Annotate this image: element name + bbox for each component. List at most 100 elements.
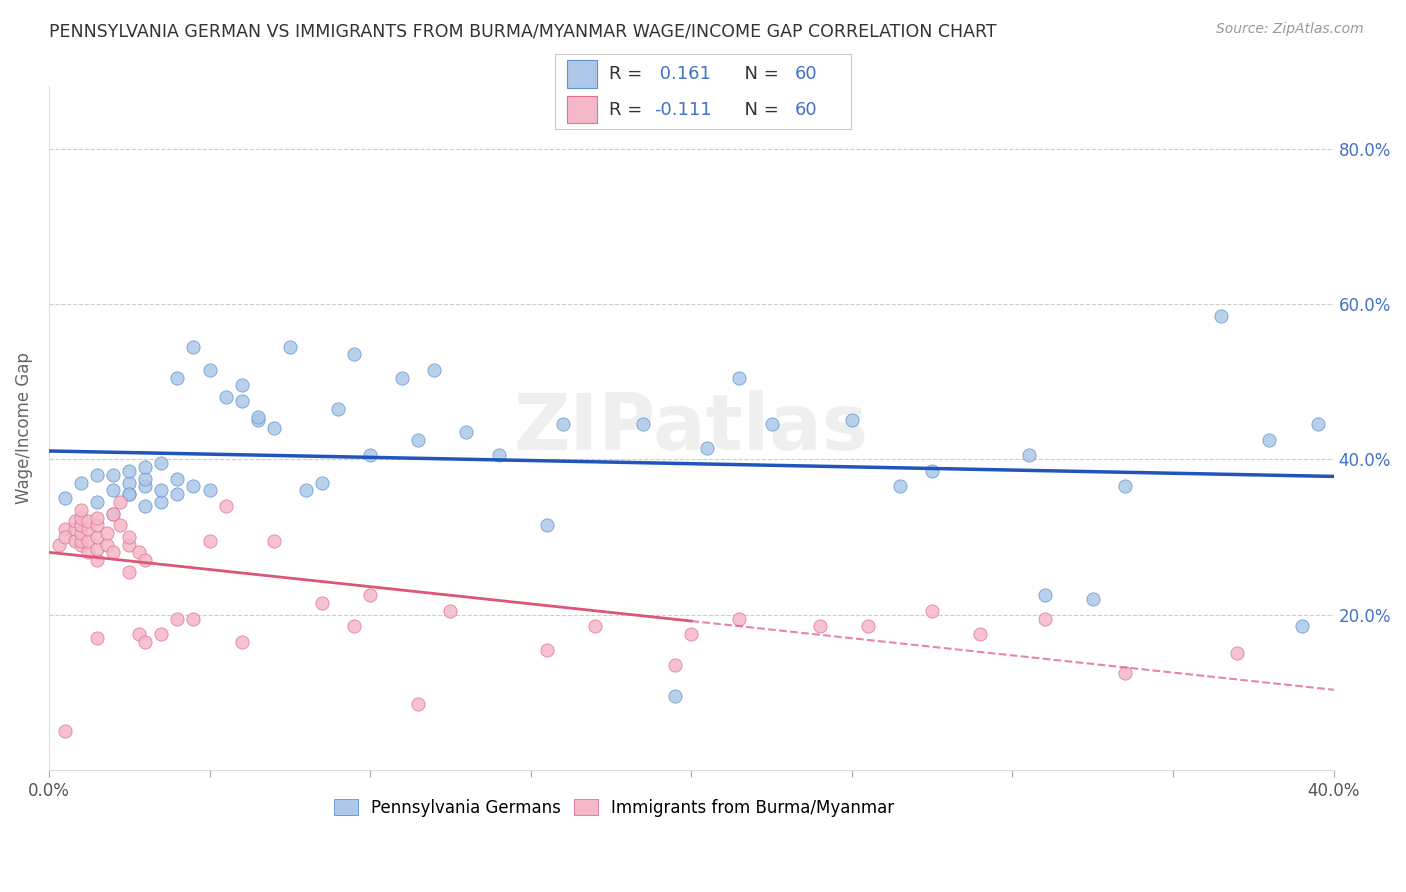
Point [536, 642, 558, 657]
Point [63, 533, 86, 548]
Point [1114, 479, 1136, 493]
Text: N =: N = [733, 65, 785, 83]
Point [166, 611, 188, 625]
Point [128, 545, 150, 559]
Point [70, 518, 93, 533]
Point [48, 538, 70, 552]
Point [1033, 611, 1056, 625]
Point [1258, 433, 1281, 447]
Point [536, 518, 558, 533]
Point [134, 472, 156, 486]
Legend: Pennsylvania Germans, Immigrants from Burma/Myanmar: Pennsylvania Germans, Immigrants from Bu… [328, 792, 901, 823]
Point [150, 456, 173, 470]
Point [103, 507, 125, 521]
Point [76, 533, 98, 548]
Point [86, 631, 108, 645]
Point [183, 611, 205, 625]
Point [263, 533, 285, 548]
Point [70, 533, 93, 548]
Point [198, 533, 221, 548]
Bar [567, 96, 596, 123]
Point [103, 467, 125, 482]
Point [1291, 619, 1313, 633]
Point [118, 464, 141, 478]
Point [53, 724, 76, 739]
Point [96, 538, 118, 552]
Point [198, 483, 221, 498]
Point [311, 475, 333, 490]
Point [70, 502, 93, 516]
Point [86, 495, 108, 509]
Point [108, 518, 131, 533]
Point [841, 413, 863, 427]
Point [86, 510, 108, 524]
Point [150, 627, 173, 641]
Point [118, 538, 141, 552]
Point [86, 530, 108, 544]
Point [134, 553, 156, 567]
Point [76, 545, 98, 559]
Point [359, 588, 381, 602]
Point [408, 433, 430, 447]
Point [70, 475, 93, 490]
Point [134, 460, 156, 475]
Point [1033, 588, 1056, 602]
Point [921, 464, 943, 478]
Point [76, 522, 98, 536]
Point [856, 619, 879, 633]
Point [53, 522, 76, 536]
Point [150, 495, 173, 509]
Point [423, 363, 446, 377]
Point [118, 475, 141, 490]
Point [118, 487, 141, 501]
Point [1211, 309, 1233, 323]
Point [583, 619, 606, 633]
Point [1018, 449, 1040, 463]
Text: 60: 60 [794, 65, 817, 83]
Point [295, 483, 318, 498]
Point [456, 425, 478, 439]
Point [86, 518, 108, 533]
Text: ZIPatlas: ZIPatlas [513, 390, 869, 467]
Point [103, 545, 125, 559]
Bar [567, 61, 596, 87]
Point [70, 510, 93, 524]
Point [96, 526, 118, 541]
Point [889, 479, 911, 493]
Point [311, 596, 333, 610]
Point [488, 449, 510, 463]
Point [103, 483, 125, 498]
Point [70, 526, 93, 541]
Point [1226, 647, 1249, 661]
Point [103, 507, 125, 521]
Point [231, 394, 253, 409]
Point [63, 515, 86, 529]
Point [728, 611, 751, 625]
Point [128, 627, 150, 641]
Point [921, 604, 943, 618]
Point [439, 604, 461, 618]
Point [664, 689, 686, 703]
Point [263, 421, 285, 435]
Point [150, 483, 173, 498]
Point [551, 417, 574, 432]
Point [343, 347, 366, 361]
Point [183, 479, 205, 493]
Text: 0.161: 0.161 [654, 65, 711, 83]
Point [408, 697, 430, 711]
Point [118, 487, 141, 501]
Point [86, 553, 108, 567]
Point [681, 627, 703, 641]
Y-axis label: Wage/Income Gap: Wage/Income Gap [15, 352, 32, 504]
Point [118, 530, 141, 544]
Point [1081, 592, 1104, 607]
Point [391, 370, 413, 384]
Point [134, 635, 156, 649]
Point [246, 413, 269, 427]
Point [214, 499, 236, 513]
Point [183, 340, 205, 354]
Point [343, 619, 366, 633]
Point [166, 370, 188, 384]
Point [969, 627, 991, 641]
Point [166, 487, 188, 501]
